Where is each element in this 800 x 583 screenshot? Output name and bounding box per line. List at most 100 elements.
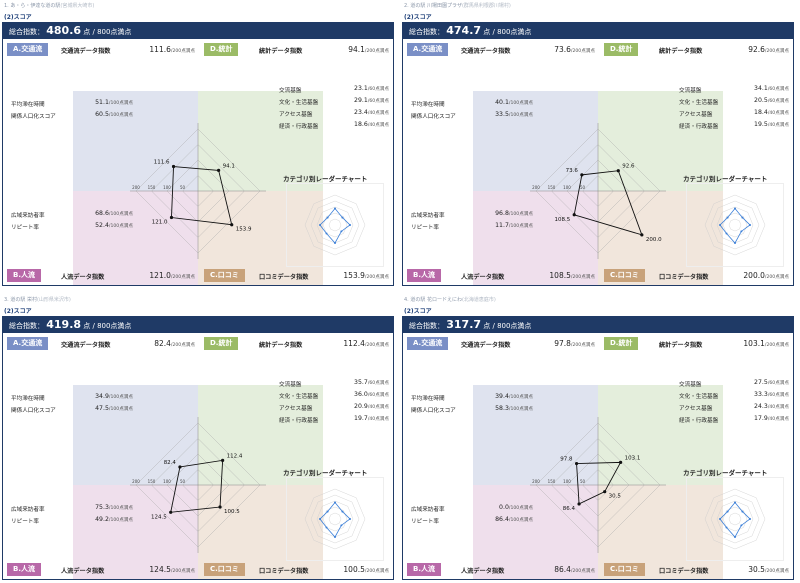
repeat-rate-value: 52.4/100点満点 bbox=[95, 222, 133, 229]
quadrant-b bbox=[73, 485, 198, 579]
radar-data-label: 100.5 bbox=[224, 509, 240, 515]
radar-point bbox=[574, 461, 579, 466]
repeat-rate-value: 86.4/100点満点 bbox=[495, 516, 533, 523]
c-index-score: 100.5/200点満点 bbox=[343, 565, 389, 574]
panel-title: 3. 道の駅 栄村(山形県米沢市) bbox=[4, 297, 71, 303]
mini-radar-title: カテゴリ別レーダーチャート bbox=[283, 175, 368, 183]
d-index-title: 統計データ指数 bbox=[659, 48, 703, 55]
panel-3: 3. 道の駅 栄村(山形県米沢市) (2)スコア 総合指数： 419.8 点 /… bbox=[2, 296, 394, 582]
radar-tick-label: 100 bbox=[163, 185, 171, 190]
radar-grid-ring bbox=[151, 438, 245, 532]
relation-score-value: 47.5/100点満点 bbox=[95, 405, 133, 412]
mini-radar-point bbox=[325, 232, 328, 235]
quadrant-d bbox=[198, 91, 323, 191]
radar-chart: 200 150 100 50 97.8 103.1 30.5 86.4 bbox=[530, 417, 666, 553]
d-item-2-label: 文化・生活基盤 bbox=[679, 394, 719, 400]
radar-tick-label: 200 bbox=[532, 185, 540, 190]
quadrant-d bbox=[198, 385, 323, 485]
total-label: 総合指数： bbox=[9, 28, 44, 36]
radar-series-line bbox=[171, 166, 233, 226]
category-d-label: D.統計 bbox=[204, 43, 239, 56]
section-heading: (2)スコア bbox=[4, 14, 32, 21]
b-index-score: 108.5/200点満点 bbox=[549, 271, 595, 280]
mini-radar-point bbox=[726, 216, 729, 219]
wide-visitor-label: 広域来訪者率 bbox=[11, 507, 45, 513]
d-item-3-value: 24.3/40点満点 bbox=[754, 403, 789, 410]
mini-radar-title: カテゴリ別レーダーチャート bbox=[683, 469, 768, 477]
radar-point bbox=[230, 223, 234, 227]
d-item-3-label: アクセス基盤 bbox=[679, 406, 713, 412]
a-index-score: 111.6/200点満点 bbox=[149, 45, 195, 54]
radar-chart: 200 150 100 50 73.6 92.6 200.0 108.5 bbox=[530, 123, 666, 259]
avg-stay-value: 51.1/100点満点 bbox=[95, 99, 133, 106]
d-index-score: 94.1/200点満点 bbox=[348, 45, 389, 54]
mini-radar-point bbox=[334, 207, 336, 210]
category-c-label: C.口コミ bbox=[604, 563, 645, 576]
quadrant-a bbox=[73, 91, 198, 191]
total-unit: 点 / 800点満点 bbox=[83, 322, 132, 330]
mini-radar-grid bbox=[310, 200, 360, 250]
category-d-label: D.統計 bbox=[604, 337, 639, 350]
a-index-title: 交通流データ指数 bbox=[461, 48, 511, 55]
radar-tick-label: 50 bbox=[180, 185, 186, 190]
category-a-label: A.交通流 bbox=[7, 337, 49, 350]
total-score: 419.8 bbox=[46, 318, 82, 331]
section-heading: (2)スコア bbox=[4, 308, 32, 315]
radar-point bbox=[218, 505, 222, 509]
wide-visitor-label: 広域来訪者率 bbox=[11, 213, 45, 219]
total-label: 総合指数： bbox=[9, 322, 44, 330]
d-item-2-label: 文化・生活基盤 bbox=[279, 100, 319, 106]
mini-radar-point bbox=[734, 207, 736, 210]
category-c-label: C.口コミ bbox=[604, 269, 645, 282]
c-index-title: 口コミデータ指数 bbox=[259, 274, 309, 281]
quadrant-d bbox=[598, 91, 723, 191]
radar-chart: 200 150 100 50 82.4 112.4 100.5 124.5 bbox=[130, 417, 266, 553]
mini-radar-point bbox=[334, 242, 336, 244]
d-item-1-value: 35.7/60点満点 bbox=[354, 379, 389, 386]
total-score: 474.7 bbox=[446, 24, 482, 37]
mini-radar-point bbox=[740, 230, 743, 233]
mini-radar-chart bbox=[286, 477, 384, 561]
avg-stay-label: 平均滞在時間 bbox=[11, 396, 45, 402]
avg-stay-value: 39.4/100点満点 bbox=[495, 393, 533, 400]
radar-tick-label: 200 bbox=[132, 479, 140, 484]
b-index-score: 124.5/200点満点 bbox=[149, 565, 195, 574]
total-score: 317.7 bbox=[446, 318, 482, 331]
total-unit: 点 / 800点満点 bbox=[83, 28, 132, 36]
d-item-2-value: 20.5/60点満点 bbox=[754, 97, 789, 104]
radar-grid-ring bbox=[151, 144, 245, 238]
radar-data-label: 108.5 bbox=[554, 217, 570, 223]
a-index-title: 交通流データ指数 bbox=[61, 48, 111, 55]
radar-point bbox=[577, 502, 581, 506]
a-index-score: 97.8/200点満点 bbox=[554, 339, 595, 348]
mini-radar-point bbox=[749, 518, 751, 520]
score-card: 総合指数： 474.7 点 / 800点満点 A.交通流 D.統計 B.人流 C… bbox=[402, 22, 794, 286]
c-index-title: 口コミデータ指数 bbox=[259, 568, 309, 575]
mini-radar-point bbox=[341, 510, 344, 513]
d-index-title: 統計データ指数 bbox=[259, 342, 303, 349]
mini-radar-point bbox=[334, 501, 336, 504]
total-unit: 点 / 800点満点 bbox=[483, 322, 532, 330]
mini-radar-grid bbox=[728, 218, 742, 232]
mini-radar-grid bbox=[728, 512, 742, 526]
radar-grid-ring bbox=[182, 175, 214, 207]
d-item-4-label: 経済・行政基盤 bbox=[279, 418, 319, 424]
mini-radar-point bbox=[741, 216, 744, 219]
radar-grid-ring bbox=[551, 438, 645, 532]
radar-point bbox=[217, 168, 221, 172]
avg-stay-value: 34.9/100点満点 bbox=[95, 393, 133, 400]
total-score-header: 総合指数： 480.6 点 / 800点満点 bbox=[3, 23, 393, 39]
wide-visitor-label: 広域来訪者率 bbox=[411, 213, 445, 219]
mini-radar-grid bbox=[304, 488, 366, 550]
mini-radar-point bbox=[740, 524, 743, 527]
category-a-label: A.交通流 bbox=[407, 337, 449, 350]
category-d-label: D.統計 bbox=[204, 337, 239, 350]
d-item-2-value: 33.3/60点満点 bbox=[754, 391, 789, 398]
radar-tick-label: 150 bbox=[548, 185, 556, 190]
d-item-4-label: 経済・行政基盤 bbox=[679, 124, 719, 130]
radar-data-label: 124.5 bbox=[151, 514, 167, 520]
repeat-rate-label: リピート率 bbox=[411, 225, 439, 231]
quadrant-b bbox=[473, 485, 598, 579]
category-c-label: C.口コミ bbox=[204, 563, 245, 576]
d-item-2-value: 36.0/60点満点 bbox=[354, 391, 389, 398]
